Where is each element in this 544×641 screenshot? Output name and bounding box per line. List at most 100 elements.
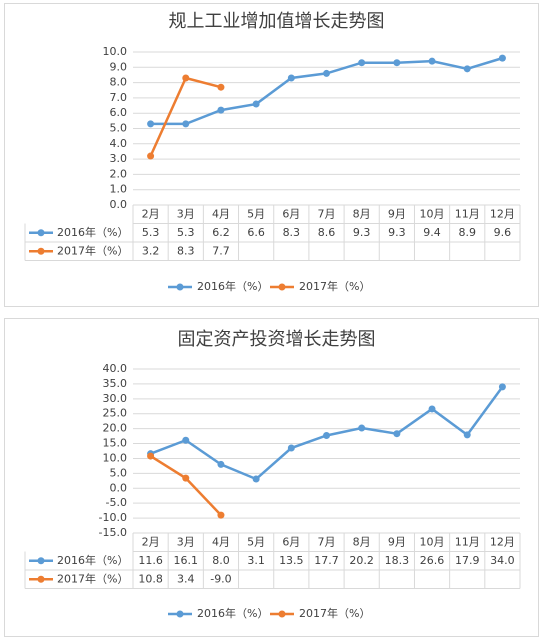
table-row-label: 2016年（%） <box>57 225 128 239</box>
point <box>182 74 190 82</box>
x-tick-label: 12月 <box>490 535 515 548</box>
table-row-label: 2017年（%） <box>57 243 128 257</box>
x-tick-label: 4月 <box>212 535 230 548</box>
y-tick-label: 20.0 <box>103 422 128 435</box>
point <box>252 100 260 108</box>
point <box>147 452 155 460</box>
y-tick-label: 9.0 <box>110 60 128 73</box>
y-tick-label: 7.0 <box>110 91 128 104</box>
x-tick-label: 7月 <box>318 535 336 548</box>
y-tick-label: 40.0 <box>103 362 128 375</box>
table-cell: 8.3 <box>177 244 195 257</box>
x-tick-label: 5月 <box>247 207 265 220</box>
point <box>358 424 366 432</box>
x-tick-label: 3月 <box>177 535 195 548</box>
legend-label: 2017年（%） <box>299 279 370 293</box>
table-key-marker <box>37 229 45 237</box>
table-cell: 8.6 <box>318 226 336 239</box>
table-cell: 20.2 <box>349 554 374 567</box>
table-cell: 6.2 <box>212 226 230 239</box>
table-cell: 5.3 <box>177 226 195 239</box>
point <box>323 69 330 77</box>
table-cell: 5.3 <box>142 226 160 239</box>
x-tick-label: 4月 <box>212 207 230 220</box>
x-tick-label: 5月 <box>247 535 265 548</box>
y-tick-label: 10.0 <box>103 45 128 58</box>
y-tick-label: 5.0 <box>110 466 128 479</box>
table-cell: 7.7 <box>212 244 230 257</box>
table-key-marker <box>37 247 45 255</box>
point <box>182 474 190 482</box>
legend-marker <box>278 283 286 291</box>
table-cell: 34.0 <box>490 554 515 567</box>
point <box>252 475 260 483</box>
y-tick-label: 15.0 <box>103 437 128 450</box>
y-tick-label: 0.0 <box>110 198 128 211</box>
table-key-marker <box>37 557 45 565</box>
point <box>182 436 190 444</box>
point <box>217 460 225 468</box>
legend-marker <box>278 610 286 618</box>
legend-marker <box>176 283 184 291</box>
y-tick-label: 5.0 <box>110 122 128 135</box>
table-cell: 9.3 <box>388 226 406 239</box>
point <box>287 444 295 452</box>
y-tick-label: 30.0 <box>103 392 128 405</box>
y-tick-label: -10.0 <box>99 511 127 524</box>
point <box>217 511 225 519</box>
y-tick-label: 25.0 <box>103 407 128 420</box>
table-cell: 8.3 <box>283 226 301 239</box>
point <box>147 152 155 160</box>
x-tick-label: 8月 <box>353 207 371 220</box>
y-tick-label: 0.0 <box>110 481 128 494</box>
y-tick-label: 10.0 <box>103 451 128 464</box>
table-cell: 9.3 <box>353 226 371 239</box>
legend-label: 2016年（%） <box>197 279 268 293</box>
point <box>428 405 436 413</box>
table-cell: 26.6 <box>420 554 445 567</box>
point <box>358 59 366 67</box>
x-tick-label: 10月 <box>420 535 445 548</box>
y-tick-label: 1.0 <box>110 183 128 196</box>
table-cell: 3.4 <box>177 572 195 585</box>
point <box>182 120 190 128</box>
chart-title: 固定资产投资增长走势图 <box>178 329 376 350</box>
y-tick-label: 8.0 <box>110 76 128 89</box>
point <box>393 430 401 438</box>
table-cell: 18.3 <box>385 554 410 567</box>
point <box>217 83 225 91</box>
table-row-label: 2017年（%） <box>57 571 128 585</box>
point <box>498 383 506 391</box>
y-tick-label: 2.0 <box>110 167 128 180</box>
x-tick-label: 7月 <box>318 207 336 220</box>
y-tick-label: -15.0 <box>99 526 127 539</box>
x-tick-label: 11月 <box>455 535 480 548</box>
legend-label: 2016年（%） <box>197 606 268 620</box>
point <box>498 54 506 62</box>
y-tick-label: 6.0 <box>110 106 128 119</box>
table-cell: 8.0 <box>212 554 230 567</box>
x-tick-label: 6月 <box>282 207 300 220</box>
table-cell: 13.5 <box>279 554 304 567</box>
table-cell: 3.1 <box>247 554 265 567</box>
x-tick-label: 6月 <box>282 535 300 548</box>
table-cell: 17.9 <box>455 554 480 567</box>
x-tick-label: 8月 <box>353 535 371 548</box>
x-tick-label: 11月 <box>455 207 480 220</box>
x-tick-label: 12月 <box>490 207 515 220</box>
y-tick-label: 35.0 <box>103 377 128 390</box>
table-cell: 10.8 <box>138 572 163 585</box>
table-cell: 9.4 <box>423 226 441 239</box>
x-tick-label: 9月 <box>388 207 406 220</box>
table-cell: 3.2 <box>142 244 160 257</box>
panel <box>4 3 539 307</box>
table-cell: 9.6 <box>494 226 512 239</box>
point <box>323 431 330 439</box>
y-tick-label: 4.0 <box>110 137 128 150</box>
y-tick-label: 3.0 <box>110 152 128 165</box>
table-cell: 8.9 <box>458 226 476 239</box>
point <box>463 65 471 73</box>
table-cell: 6.6 <box>247 226 265 239</box>
